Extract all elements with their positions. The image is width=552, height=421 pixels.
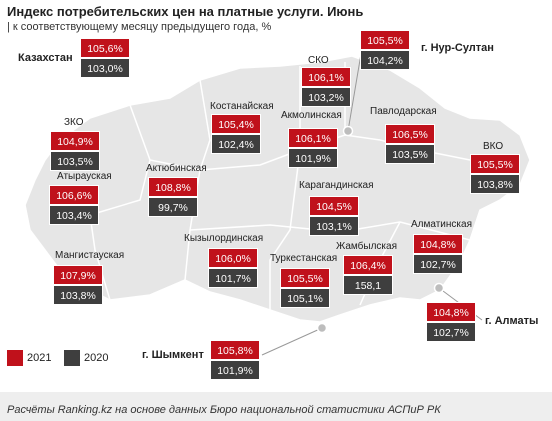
almaty-marker — [433, 282, 445, 294]
legend-2020-swatch — [64, 350, 80, 366]
leader-line-nur-sultan — [347, 47, 363, 132]
nur-sultan-marker — [342, 125, 354, 137]
value-2020-mangystau: 103,8% — [53, 285, 103, 305]
value-2020-kazakhstan: 103,0% — [80, 58, 130, 78]
label-karaganda: Карагандинская — [299, 180, 374, 191]
value-2020-kostanay: 102,4% — [211, 134, 261, 154]
region-border-4 — [269, 66, 301, 310]
value-2021-vko: 105,5% — [470, 154, 520, 174]
source-note: Расчёты Ranking.kz на основе данных Бюро… — [7, 404, 441, 416]
value-2020-pavlodar: 103,5% — [385, 144, 435, 164]
value-2020-sko: 103,2% — [301, 87, 351, 107]
region-border-8 — [89, 214, 111, 301]
value-2020-kyzylorda: 101,7% — [208, 268, 258, 288]
region-border-3 — [184, 79, 211, 281]
label-almaty-city: г. Алматы — [485, 315, 539, 327]
label-kostanay: Костанайская — [210, 101, 274, 112]
label-akmola: Акмолинская — [281, 110, 342, 121]
label-zko: ЗКО — [64, 117, 84, 128]
value-2021-kyzylorda: 106,0% — [208, 248, 258, 268]
value-2020-vko: 103,8% — [470, 174, 520, 194]
label-kazakhstan: Казахстан — [18, 52, 73, 64]
value-2021-shymkent: 105,8% — [210, 340, 260, 360]
label-shymkent: г. Шымкент — [142, 349, 204, 361]
value-2020-almaty-city: 102,7% — [426, 322, 476, 342]
value-2021-turkestan: 105,5% — [280, 268, 330, 288]
legend-2020-label: 2020 — [84, 352, 109, 364]
legend-2021-label: 2021 — [27, 352, 52, 364]
value-2020-zko: 103,5% — [50, 151, 100, 171]
value-2021-almaty-city: 104,8% — [426, 302, 476, 322]
value-2021-kostanay: 105,4% — [211, 114, 261, 134]
page-subtitle: | к соответствующему месяцу предыдущего … — [7, 21, 272, 33]
value-2020-zhambyl: 158,1 — [343, 275, 393, 295]
value-2021-aktobe: 108,8% — [148, 177, 198, 197]
value-2021-zhambyl: 106,4% — [343, 255, 393, 275]
label-almaty-region: Алматинская — [411, 219, 472, 230]
label-nur-sultan: г. Нур-Султан — [421, 42, 494, 54]
value-2020-akmola: 101,9% — [288, 148, 338, 168]
label-kyzylorda: Кызылординская — [184, 233, 264, 244]
label-mangystau: Мангистауская — [55, 250, 125, 261]
value-2020-atyrau: 103,4% — [49, 205, 99, 225]
value-2021-nur-sultan: 105,5% — [360, 30, 410, 50]
value-2021-pavlodar: 106,5% — [385, 124, 435, 144]
value-2021-karaganda: 104,5% — [309, 196, 359, 216]
value-2021-kazakhstan: 105,6% — [80, 38, 130, 58]
footer-bar — [0, 392, 552, 421]
value-2020-aktobe: 99,7% — [148, 197, 198, 217]
value-2020-karaganda: 103,1% — [309, 216, 359, 236]
leader-line-shymkent — [261, 327, 323, 356]
value-2020-nur-sultan: 104,2% — [360, 50, 410, 70]
label-vko: ВКО — [483, 141, 504, 152]
value-2020-turkestan: 105,1% — [280, 288, 330, 308]
value-2020-shymkent: 101,9% — [210, 360, 260, 380]
label-atyrau: Атырауская — [57, 171, 112, 182]
label-aktobe: Актюбинская — [146, 163, 207, 174]
page-title: Индекс потребительских цен на платные ус… — [7, 4, 364, 19]
value-2021-akmola: 106,1% — [288, 128, 338, 148]
label-sko: СКО — [308, 55, 329, 66]
legend-2021-swatch — [7, 350, 23, 366]
value-2021-atyrau: 106,6% — [49, 185, 99, 205]
value-2021-sko: 106,1% — [301, 67, 351, 87]
shymkent-marker — [316, 322, 328, 334]
value-2021-zko: 104,9% — [50, 131, 100, 151]
label-pavlodar: Павлодарская — [370, 106, 437, 117]
value-2020-almaty-region: 102,7% — [413, 254, 463, 274]
label-zhambyl: Жамбылская — [336, 241, 397, 252]
label-turkestan: Туркестанская — [270, 253, 338, 264]
value-2021-mangystau: 107,9% — [53, 265, 103, 285]
value-2021-almaty-region: 104,8% — [413, 234, 463, 254]
